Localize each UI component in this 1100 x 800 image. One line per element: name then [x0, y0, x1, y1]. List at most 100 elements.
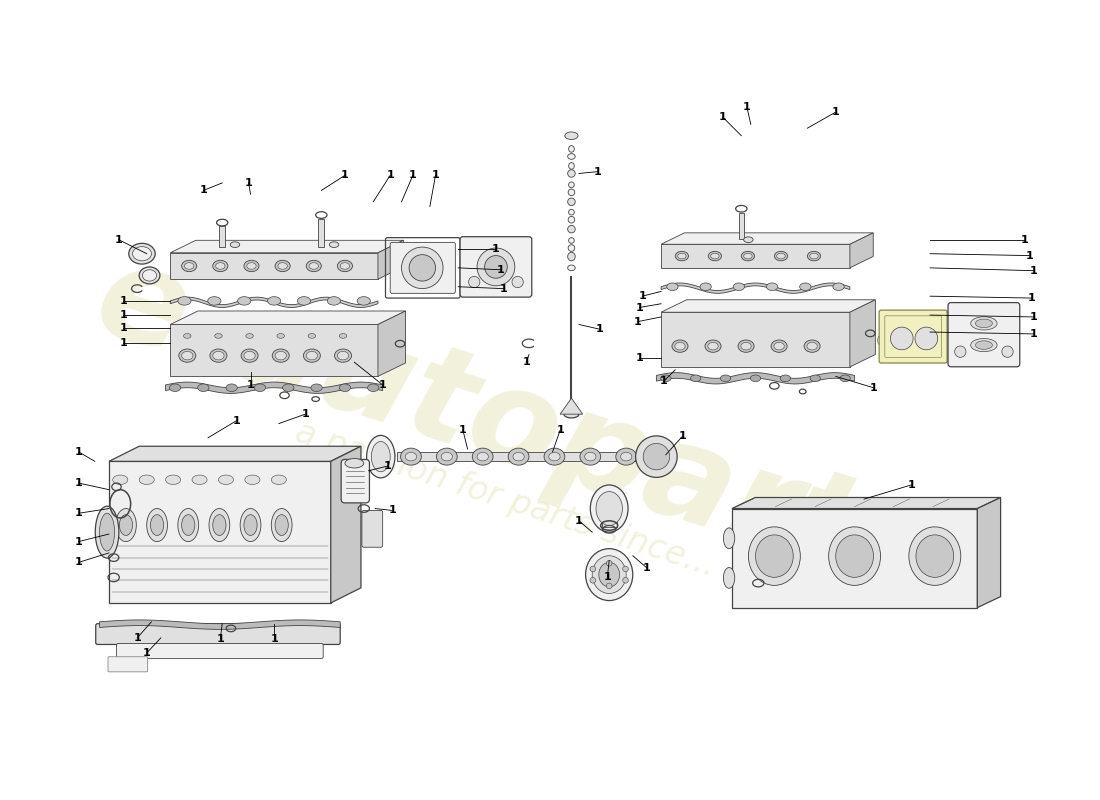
Circle shape	[606, 561, 612, 566]
Polygon shape	[378, 311, 406, 377]
Ellipse shape	[244, 351, 255, 360]
Ellipse shape	[672, 340, 688, 352]
Text: 1: 1	[409, 170, 417, 180]
Polygon shape	[657, 373, 855, 384]
Ellipse shape	[800, 283, 811, 290]
Text: 1: 1	[718, 112, 726, 122]
Ellipse shape	[372, 442, 390, 472]
Circle shape	[606, 583, 612, 589]
Text: 1: 1	[386, 170, 394, 180]
Circle shape	[623, 566, 628, 572]
Ellipse shape	[720, 375, 730, 382]
Polygon shape	[99, 620, 340, 630]
Ellipse shape	[620, 452, 631, 461]
Ellipse shape	[277, 334, 285, 338]
Polygon shape	[170, 240, 404, 253]
Text: 1: 1	[644, 563, 651, 573]
Circle shape	[512, 276, 524, 288]
FancyBboxPatch shape	[390, 242, 455, 294]
Ellipse shape	[140, 475, 154, 485]
Text: 1: 1	[378, 380, 386, 390]
Text: 1: 1	[75, 478, 82, 488]
Ellipse shape	[810, 375, 821, 382]
Text: 1: 1	[133, 633, 141, 643]
Text: 1: 1	[75, 558, 82, 567]
Polygon shape	[109, 462, 331, 603]
Ellipse shape	[741, 342, 751, 350]
Ellipse shape	[738, 340, 755, 352]
Ellipse shape	[970, 338, 997, 352]
Ellipse shape	[771, 340, 788, 352]
Text: 1: 1	[271, 634, 278, 644]
Ellipse shape	[568, 226, 575, 233]
Ellipse shape	[208, 297, 221, 305]
Circle shape	[636, 436, 678, 478]
Polygon shape	[166, 382, 383, 394]
Ellipse shape	[334, 349, 352, 362]
Ellipse shape	[272, 349, 289, 362]
Ellipse shape	[306, 260, 321, 272]
Circle shape	[1002, 346, 1013, 358]
Ellipse shape	[568, 265, 575, 270]
Ellipse shape	[278, 262, 287, 270]
Text: 1: 1	[575, 516, 583, 526]
Ellipse shape	[212, 351, 224, 360]
Ellipse shape	[272, 509, 293, 542]
Ellipse shape	[254, 384, 265, 391]
Ellipse shape	[585, 452, 596, 461]
Ellipse shape	[244, 260, 258, 272]
Ellipse shape	[340, 262, 350, 270]
Ellipse shape	[477, 452, 488, 461]
Ellipse shape	[774, 251, 788, 261]
FancyBboxPatch shape	[108, 657, 147, 672]
Ellipse shape	[212, 260, 228, 272]
Polygon shape	[170, 325, 378, 377]
Text: 1: 1	[596, 324, 604, 334]
Ellipse shape	[339, 334, 346, 338]
Text: 1: 1	[114, 234, 122, 245]
Ellipse shape	[564, 410, 579, 418]
Text: 1: 1	[384, 461, 392, 471]
Circle shape	[891, 327, 913, 350]
Ellipse shape	[691, 375, 701, 382]
Ellipse shape	[437, 448, 458, 465]
Ellipse shape	[585, 549, 632, 601]
FancyBboxPatch shape	[117, 643, 323, 658]
Ellipse shape	[569, 162, 574, 170]
Ellipse shape	[275, 260, 290, 272]
Polygon shape	[109, 446, 361, 462]
Text: 1: 1	[497, 265, 505, 274]
Text: 1: 1	[431, 170, 439, 180]
Polygon shape	[977, 498, 1001, 608]
Ellipse shape	[209, 509, 230, 542]
Text: 1: 1	[604, 573, 612, 582]
Circle shape	[477, 248, 515, 286]
Ellipse shape	[245, 334, 253, 338]
Ellipse shape	[241, 349, 258, 362]
Text: 1: 1	[1030, 266, 1037, 276]
Text: 1: 1	[301, 409, 309, 419]
Ellipse shape	[592, 556, 626, 594]
Ellipse shape	[367, 384, 378, 391]
Text: 1: 1	[634, 317, 641, 326]
Text: 1: 1	[522, 358, 530, 367]
FancyBboxPatch shape	[460, 237, 531, 297]
Ellipse shape	[840, 375, 850, 382]
Polygon shape	[661, 283, 850, 294]
Text: 1: 1	[832, 107, 839, 117]
Ellipse shape	[129, 243, 155, 264]
Ellipse shape	[724, 567, 735, 588]
Polygon shape	[170, 297, 378, 307]
Ellipse shape	[345, 458, 364, 468]
Ellipse shape	[308, 334, 316, 338]
Ellipse shape	[146, 509, 167, 542]
Ellipse shape	[112, 475, 128, 485]
Text: 1: 1	[143, 648, 151, 658]
Ellipse shape	[807, 342, 817, 350]
Ellipse shape	[304, 349, 320, 362]
Ellipse shape	[708, 251, 722, 261]
Polygon shape	[850, 300, 876, 367]
Ellipse shape	[219, 475, 233, 485]
Ellipse shape	[184, 334, 191, 338]
Ellipse shape	[328, 297, 341, 305]
